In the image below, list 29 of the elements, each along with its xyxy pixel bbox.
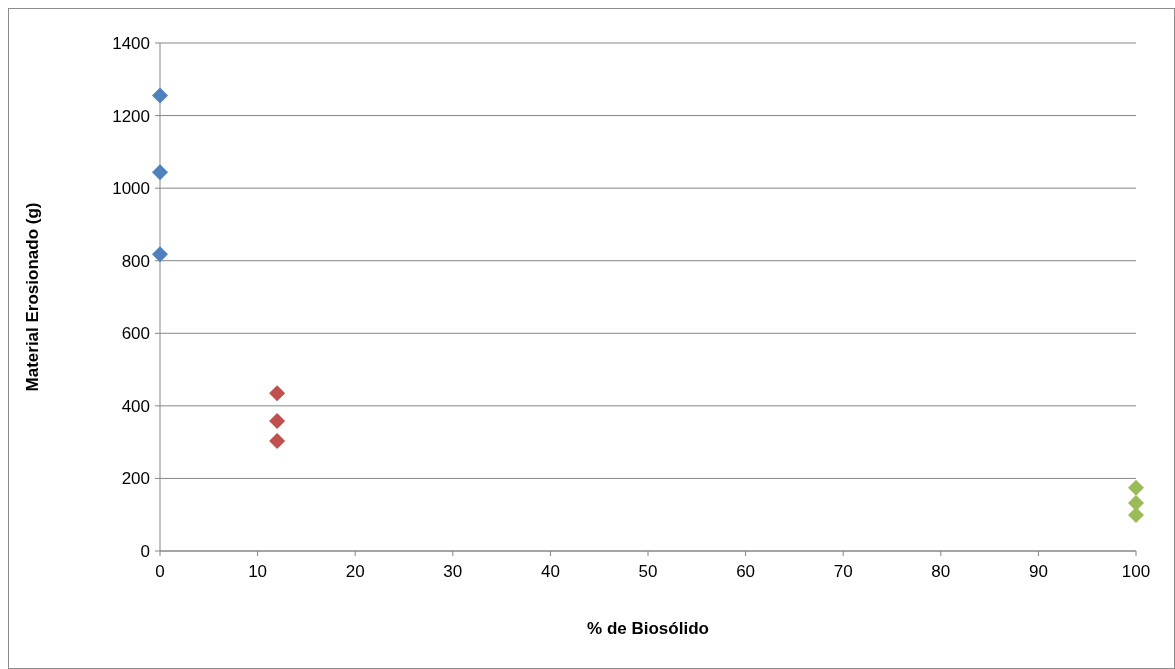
x-axis-title: % de Biosólido [587,619,709,638]
x-tick-label: 0 [155,562,165,581]
point [269,413,286,430]
point [152,246,168,263]
point [1128,479,1144,496]
y-tick-label: 400 [121,396,150,416]
y-axis-title: Material Erosionado (g) [23,202,42,392]
x-tick-label: 50 [638,562,658,581]
x-tick-label: 30 [443,562,463,581]
y-tick-label: 1400 [112,33,150,53]
x-tick-label: 100 [1121,562,1151,581]
x-tick-label: 10 [248,562,268,581]
y-tick-label: 200 [121,469,150,489]
y-tick-label: 0 [140,541,150,561]
x-tick-label: 70 [833,562,853,581]
point [1128,507,1144,524]
x-tick-label: 80 [931,562,951,581]
x-tick-label: 20 [345,562,365,581]
x-tick-label: 60 [736,562,756,581]
point [152,164,168,181]
point [152,87,168,104]
point [269,433,286,450]
y-tick-label: 1200 [112,106,150,126]
x-tick-label: 40 [540,562,560,581]
x-tick-label: 90 [1028,562,1048,581]
point [269,385,286,402]
y-tick-label: 800 [121,251,150,271]
y-tick-label: 600 [121,324,150,344]
y-tick-label: 1000 [112,179,150,199]
